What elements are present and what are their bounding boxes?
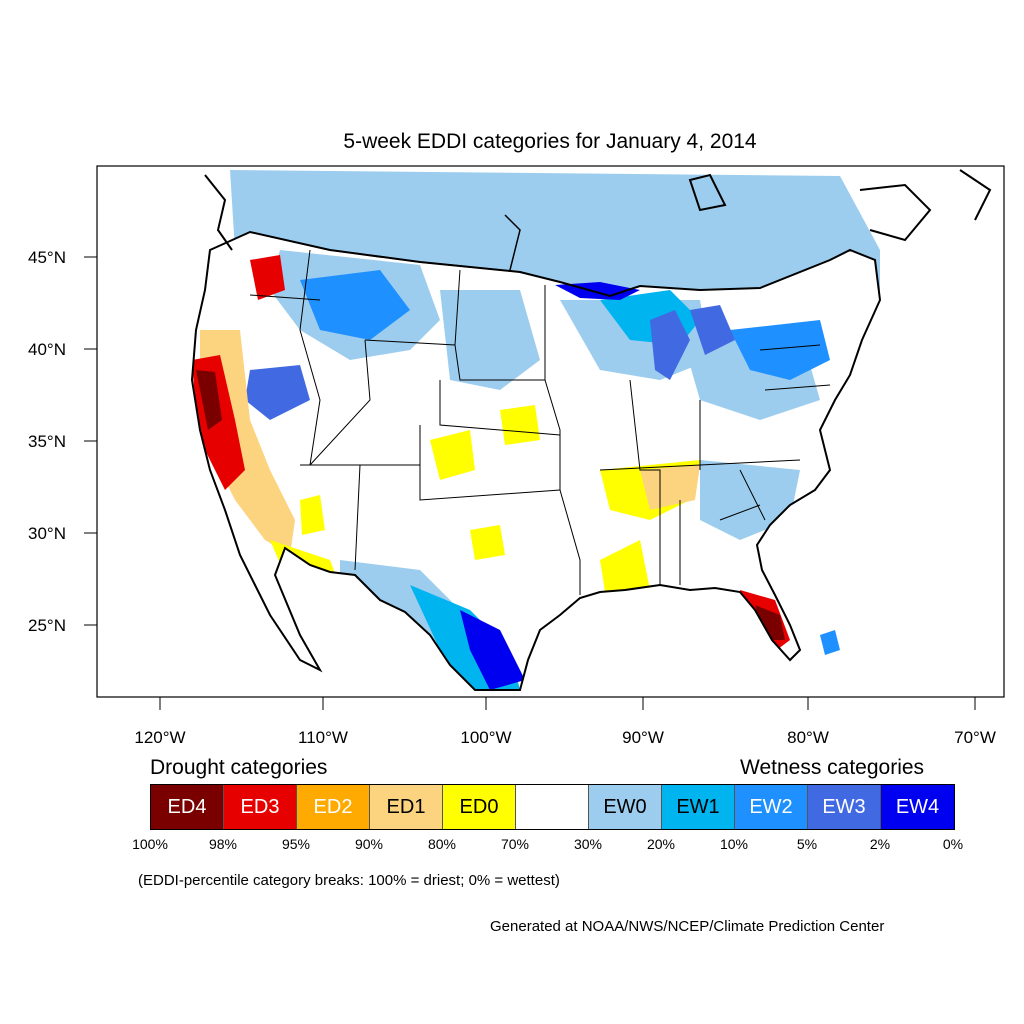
percentile-break-label: 98%	[208, 836, 238, 852]
percentile-break-label: 0%	[942, 836, 964, 852]
legend-swatch-ew1: EW1	[662, 785, 735, 829]
map-title: 5-week EDDI categories for January 4, 20…	[343, 130, 757, 153]
drought-heading: Drought categories	[150, 756, 328, 779]
lon-label-70: 70°W	[954, 728, 996, 747]
lat-label-35: 35°N	[28, 432, 66, 451]
legend-swatch-ed0: ED0	[443, 785, 516, 829]
percentile-break-label: 5%	[796, 836, 818, 852]
percentile-break-label: 70%	[500, 836, 530, 852]
legend-swatch-ed2: ED2	[297, 785, 370, 829]
legend-swatch-ew4: EW4	[881, 785, 954, 829]
percentile-break-label: 20%	[646, 836, 676, 852]
lat-label-45: 45°N	[28, 248, 66, 267]
percentile-break-label: 100%	[132, 836, 168, 852]
legend-swatch-neutral	[516, 785, 589, 829]
legend-swatch-ew3: EW3	[808, 785, 881, 829]
legend-swatch-ed4: ED4	[151, 785, 224, 829]
legend-swatch-ed1: ED1	[370, 785, 443, 829]
legend-swatch-ed3: ED3	[224, 785, 297, 829]
legend-swatch-ew2: EW2	[735, 785, 808, 829]
lon-label-100: 100°W	[460, 728, 511, 747]
lon-label-110: 110°W	[298, 728, 348, 747]
credit-line: Generated at NOAA/NWS/NCEP/Climate Predi…	[490, 918, 885, 935]
legend-swatch-ew0: EW0	[589, 785, 662, 829]
category-note: (EDDI-percentile category breaks: 100% =…	[138, 872, 560, 889]
lat-label-40: 40°N	[28, 340, 66, 359]
percentile-break-label: 80%	[427, 836, 457, 852]
percentile-break-label: 2%	[869, 836, 891, 852]
percentile-break-label: 95%	[281, 836, 311, 852]
eddi-map: 45°N 40°N 35°N 30°N 25°N 120°W 110°W 100…	[28, 165, 1005, 747]
lon-label-80: 80°W	[787, 728, 829, 747]
lat-label-30: 30°N	[28, 524, 66, 543]
percentile-break-label: 10%	[719, 836, 749, 852]
lon-label-120: 120°W	[134, 728, 185, 747]
category-legend: ED4 ED3 ED2 ED1 ED0 EW0 EW1 EW2 EW3 EW4	[150, 784, 955, 830]
percentile-break-label: 30%	[573, 836, 603, 852]
lat-label-25: 25°N	[28, 616, 66, 635]
lon-label-90: 90°W	[622, 728, 664, 747]
percentile-break-label: 90%	[354, 836, 384, 852]
wetness-heading: Wetness categories	[740, 756, 925, 779]
